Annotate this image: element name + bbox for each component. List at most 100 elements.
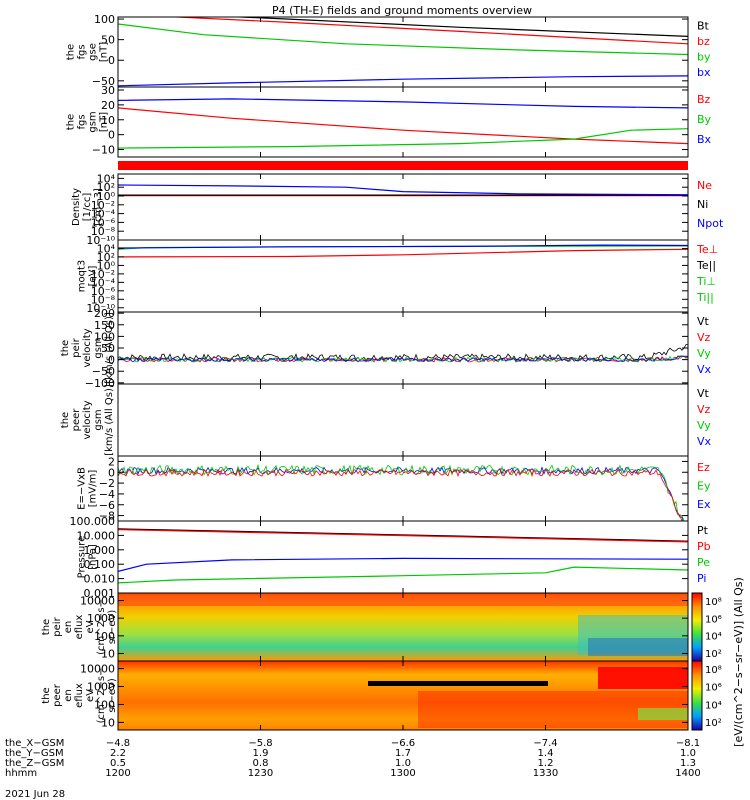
y-axis-label: E=−VxB [mV/m] bbox=[77, 467, 99, 510]
colorbar-tick-label: 10⁴ bbox=[705, 700, 722, 711]
legend-ex: Ex bbox=[697, 498, 711, 511]
series-pe-line bbox=[118, 566, 688, 584]
y-label-line: (cm^2−s− bbox=[96, 599, 107, 655]
y-label-line: gsm bbox=[88, 111, 99, 132]
series-bx-line bbox=[118, 75, 688, 87]
y-tick-label: 30 bbox=[101, 84, 115, 97]
y-label-line: [eV] bbox=[88, 266, 99, 287]
panel-frame bbox=[117, 311, 689, 385]
y-tick-label: 10⁻⁶ bbox=[91, 285, 116, 298]
electron-high-flux-patch bbox=[598, 667, 688, 689]
y-label-line: peer bbox=[52, 683, 63, 707]
legend-by: By bbox=[697, 113, 712, 126]
colorbar-tick-label: 10⁴ bbox=[705, 632, 722, 643]
y-tick-label: 50 bbox=[101, 342, 115, 355]
y-label-line: [cm−3] bbox=[93, 188, 104, 226]
legend-ti⊥: Ti⊥ bbox=[696, 275, 716, 288]
y-tick-label: −50 bbox=[92, 75, 115, 88]
y-label-line: peer bbox=[71, 408, 82, 432]
legend-by: by bbox=[697, 51, 711, 64]
y-tick-label: −10 bbox=[92, 144, 115, 157]
y-label-line: en bbox=[63, 621, 74, 634]
x-axis-group: the_X−GSMthe_Y−GSMthe_Z−GSMhhmm−4.82.20.… bbox=[5, 738, 701, 779]
y-tick-label: 0 bbox=[108, 466, 115, 479]
y-tick-label: 200 bbox=[94, 307, 115, 320]
legend-bx: bx bbox=[697, 66, 711, 79]
y-tick-label: −8 bbox=[99, 510, 115, 523]
y-label-line: peir bbox=[52, 616, 63, 636]
y-label-line: Pressure bbox=[77, 536, 88, 579]
colorbar bbox=[691, 660, 703, 731]
x-tick-label: 1.2 bbox=[538, 758, 554, 769]
y-tick-label: 10⁻² bbox=[91, 199, 115, 212]
y-label-line: moqt3 bbox=[77, 260, 88, 293]
x-tick-label: −5.8 bbox=[248, 738, 272, 749]
series-bt-line bbox=[227, 17, 688, 37]
y-tick-label: 10⁻² bbox=[91, 268, 115, 281]
legend-vt: Vt bbox=[697, 387, 710, 400]
y-axis-label: the fgs gse [nT] bbox=[66, 42, 110, 62]
y-tick-label: −100 bbox=[85, 377, 115, 390]
colorbar bbox=[691, 592, 703, 662]
series-bz-line bbox=[118, 107, 688, 145]
y-tick-label: 20 bbox=[101, 99, 115, 112]
y-axis-label: the fgs gsm [nT] bbox=[66, 111, 110, 132]
x-tick-label: 1.0 bbox=[680, 748, 696, 759]
y-label-line: E=−VxB bbox=[77, 467, 88, 510]
y-tick-label: 0 bbox=[108, 54, 115, 67]
date-label: 2021 Jun 28 bbox=[5, 789, 65, 800]
x-tick-label: −7.4 bbox=[533, 738, 557, 749]
series-bz-line bbox=[165, 17, 688, 45]
y-tick-label: 0 bbox=[108, 129, 115, 142]
y-tick-label: 10.000 bbox=[77, 529, 116, 542]
electron-gap-band bbox=[368, 681, 548, 686]
x-tick-label: 2.2 bbox=[110, 748, 126, 759]
x-tick-label: 1.7 bbox=[395, 748, 411, 759]
legend-te⊥: Te⊥ bbox=[696, 243, 718, 256]
panel-2: 30 20 10 0 −10 the fgs gsm [nT] Bz By Bx bbox=[66, 84, 712, 158]
x-row-label: the_Z−GSM bbox=[5, 758, 64, 769]
y-axis-label: Pressure [nPa] bbox=[77, 536, 99, 579]
y-tick-label: 10 bbox=[101, 114, 115, 127]
y-label-line: sr−eV) bbox=[107, 678, 118, 713]
colorbar-tick-label: 10² bbox=[705, 649, 722, 660]
x-tick-label: 0.5 bbox=[110, 758, 126, 769]
y-label-line: the bbox=[41, 687, 52, 703]
y-tick-label: 2 bbox=[108, 455, 115, 468]
y-tick-label: 10 bbox=[101, 647, 115, 660]
series-npot-line bbox=[118, 184, 688, 196]
panel-frame bbox=[117, 383, 689, 457]
y-tick-label: 100 bbox=[94, 13, 115, 26]
y-tick-label: 10⁻⁶ bbox=[91, 216, 116, 229]
series-ti-line bbox=[118, 244, 688, 249]
y-tick-label: 10000 bbox=[80, 663, 115, 676]
legend-ni: Ni bbox=[697, 198, 708, 211]
y-tick-label: 0.010 bbox=[84, 573, 116, 586]
x-tick-label: 1400 bbox=[675, 768, 700, 779]
x-tick-label: 1.0 bbox=[395, 758, 411, 769]
x-row-label: the_X−GSM bbox=[5, 738, 64, 749]
y-tick-label: 100 bbox=[94, 330, 115, 343]
colorbar-tick-label: 10⁸ bbox=[705, 597, 722, 608]
ion-low-energy-patch bbox=[578, 615, 688, 655]
electron-green-patch bbox=[638, 708, 688, 720]
x-tick-label: 1.4 bbox=[538, 748, 554, 759]
y-axis-label: the peer en eflux eV (cm^2−s− sr−eV) bbox=[41, 668, 118, 724]
y-label-line: the bbox=[60, 340, 71, 356]
y-label-line: the bbox=[66, 44, 77, 60]
series-te-line bbox=[118, 248, 688, 258]
y-label-line: peir bbox=[71, 337, 82, 357]
y-tick-label: 10⁻⁸ bbox=[91, 293, 116, 306]
y-tick-label: 10⁻¹⁰ bbox=[86, 234, 115, 247]
y-tick-label: 10⁴ bbox=[97, 242, 116, 255]
x-tick-label: 1200 bbox=[105, 768, 130, 779]
y-tick-label: 10⁴ bbox=[97, 172, 116, 185]
y-label-line: [nT] bbox=[99, 42, 110, 62]
y-label-line: [km/s (All Qs)] bbox=[104, 312, 115, 384]
y-tick-label: 0.001 bbox=[84, 587, 116, 600]
legend-pb: Pb bbox=[697, 540, 711, 553]
